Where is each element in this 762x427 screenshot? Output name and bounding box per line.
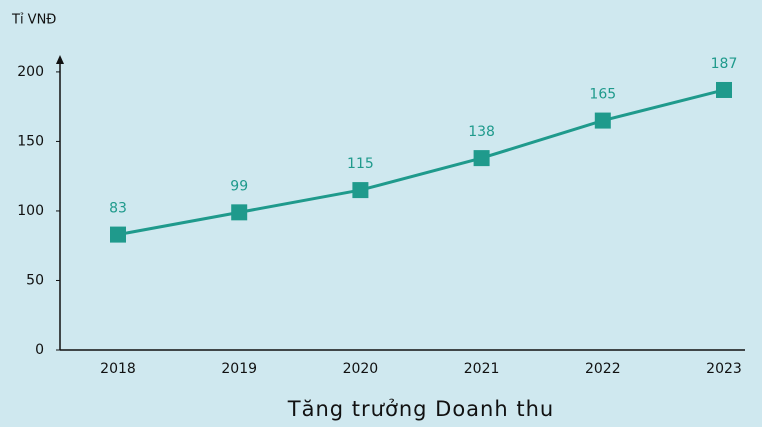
marker [473,150,490,167]
x-tick-label: 2022 [585,361,621,377]
marker [231,204,248,221]
y-axis-label: Tỉ VNĐ [11,13,56,28]
x-tick-label: 2019 [221,361,257,377]
marker [716,81,732,98]
value-label: 187 [711,56,738,72]
value-label: 115 [347,156,374,172]
line [117,88,725,237]
value-label: 138 [468,124,495,140]
y-tick-label: 50 [26,272,44,288]
value-label: 165 [589,87,616,103]
y-tick-label: 150 [17,133,44,149]
marker [110,226,126,243]
marker [352,182,369,199]
y-tick-label: 100 [17,203,44,219]
chart-title: Tăng trưởng Doanh thu [287,397,554,421]
x-tick-label: 2021 [464,361,500,377]
value-label: 99 [230,178,248,194]
y-tick-label: 200 [17,64,44,80]
x-tick-label: 2018 [100,361,136,377]
x-tick-label: 2020 [343,361,379,377]
marker [594,112,611,129]
x-tick-label: 2023 [706,361,742,377]
value-label: 83 [109,201,127,217]
y-tick-label: 0 [35,342,44,358]
y-axis-arrow [56,55,64,64]
